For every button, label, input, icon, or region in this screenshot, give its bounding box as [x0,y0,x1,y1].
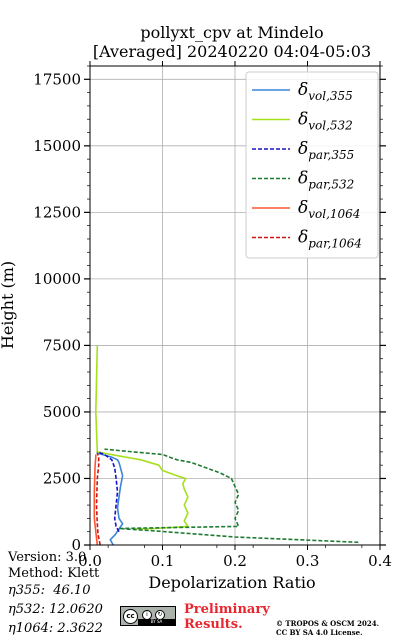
chart-title: pollyxt_cpv at Mindelo [140,23,323,42]
legend-label-subscript: par,1064 [308,237,362,251]
legend-label-subscript: vol,1064 [308,207,360,221]
series-line-par-532 [104,448,359,544]
y-tick-label: 7500 [43,336,81,354]
legend-label-subscript: vol,355 [308,89,353,103]
series-line-vol-532 [95,345,189,530]
y-tick-label: 12500 [33,203,81,221]
x-tick-label: 0.4 [368,552,392,570]
x-tick-label: 0.0 [78,552,102,570]
y-tick-label: 5000 [43,403,81,421]
copyright-note: © TROPOS & OSCM 2024. CC BY SA 4.0 Licen… [276,619,379,637]
legend-label-subscript: par,355 [308,148,354,162]
cc-license-badge: cc i ↻ BY SA [120,606,176,626]
method-text: Method: Klett [8,566,100,581]
legend-label-subscript: par,532 [308,178,354,192]
cc-badge-strip: BY SA [138,619,175,625]
legend: δvol,355δvol,532δpar,355δpar,532δvol,106… [245,71,379,259]
y-tick-label: 10000 [33,270,81,288]
legend-box [245,71,379,259]
y-tick-label: 15000 [33,137,81,155]
y-tick-label: 2500 [43,469,81,487]
x-axis-label: Depolarization Ratio [148,573,315,592]
legend-label-subscript: vol,532 [308,119,353,133]
preliminary-line2: Results. [184,617,243,632]
series-layer [93,345,359,546]
copyright-line1: © TROPOS & OSCM 2024. [276,619,380,628]
series-line-vol-1064 [93,454,99,546]
eta532-text: η532: 12.0620 [8,602,103,617]
y-axis-label: Height (m) [0,261,17,349]
eta355-text: η355: 46.10 [8,583,91,598]
chart-subtitle: [Averaged] 20240220 04:04-05:03 [93,42,371,61]
preliminary-line1: Preliminary [184,602,270,617]
y-tick-label: 0 [71,536,81,554]
x-tick-label: 0.1 [151,552,175,570]
x-tick-label: 0.2 [223,552,247,570]
axis-layer: 0.0 0.1 0.2 0.3 0.4 0 2500 5000 7500 10000 12500 15… [33,61,392,570]
y-tick-label: 17500 [33,70,81,88]
series-line-par-1064 [95,452,101,546]
version-text: Version: 3.0 [8,550,87,565]
preliminary-note: Preliminary Results. [184,602,270,632]
eta1064-text: η1064: 2.3622 [8,621,103,636]
x-tick-label: 0.3 [296,552,320,570]
copyright-line2: CC BY SA 4.0 License. [276,628,363,637]
series-line-par-355 [97,451,120,533]
cc-icon: cc [123,609,138,624]
